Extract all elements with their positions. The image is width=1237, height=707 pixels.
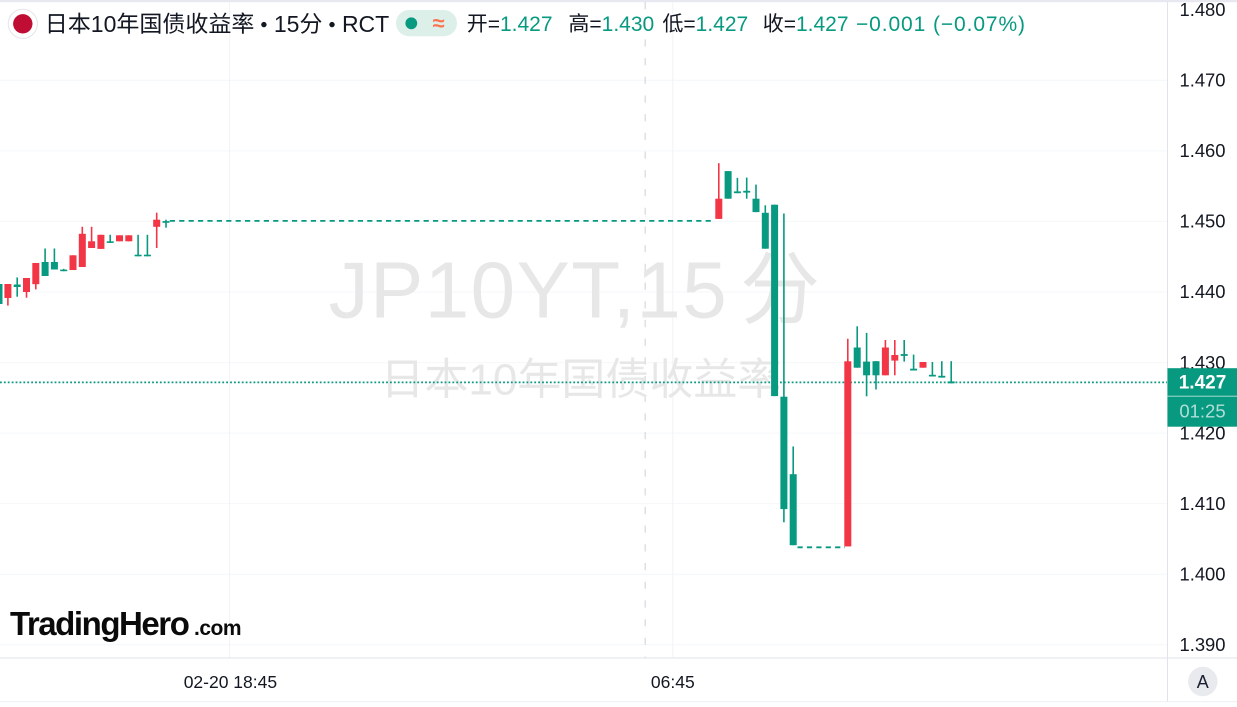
svg-text:1.427: 1.427 (1179, 373, 1227, 394)
svg-text:1.390: 1.390 (1179, 634, 1225, 655)
svg-text:=: = (683, 13, 695, 36)
svg-text:TradingHero: TradingHero (10, 605, 189, 642)
svg-text:RCT: RCT (342, 11, 389, 37)
svg-text:1.430: 1.430 (602, 13, 655, 36)
svg-text:JP10YT,15: JP10YT,15 (329, 246, 729, 335)
svg-text:−0.001 (−0.07%): −0.001 (−0.07%) (856, 13, 1026, 36)
svg-text:1.480: 1.480 (1179, 0, 1225, 20)
svg-text:1.470: 1.470 (1179, 70, 1225, 91)
svg-text:1.410: 1.410 (1179, 493, 1225, 514)
svg-text:.com: .com (194, 617, 241, 640)
svg-text:1.427: 1.427 (796, 13, 849, 36)
svg-text:10: 10 (91, 11, 117, 37)
svg-text:1.420: 1.420 (1179, 422, 1225, 443)
svg-text:06:45: 06:45 (651, 672, 695, 692)
svg-text:1.450: 1.450 (1179, 211, 1225, 232)
svg-text:=: = (589, 13, 601, 36)
svg-text:15: 15 (274, 11, 300, 37)
svg-text:1.430: 1.430 (1179, 352, 1225, 373)
svg-text:1.440: 1.440 (1179, 281, 1225, 302)
svg-text:=: = (488, 13, 500, 36)
svg-text:≈: ≈ (433, 11, 445, 36)
svg-text:02-20 18:45: 02-20 18:45 (184, 672, 277, 692)
svg-text:1.427: 1.427 (696, 13, 749, 36)
svg-text:1.400: 1.400 (1179, 563, 1225, 584)
svg-text:1.460: 1.460 (1179, 140, 1225, 161)
svg-text:A: A (1197, 672, 1209, 692)
svg-text:=: = (784, 13, 796, 36)
svg-text:10: 10 (468, 356, 517, 405)
svg-text:01:25: 01:25 (1179, 401, 1225, 422)
svg-text:1.427: 1.427 (500, 13, 553, 36)
